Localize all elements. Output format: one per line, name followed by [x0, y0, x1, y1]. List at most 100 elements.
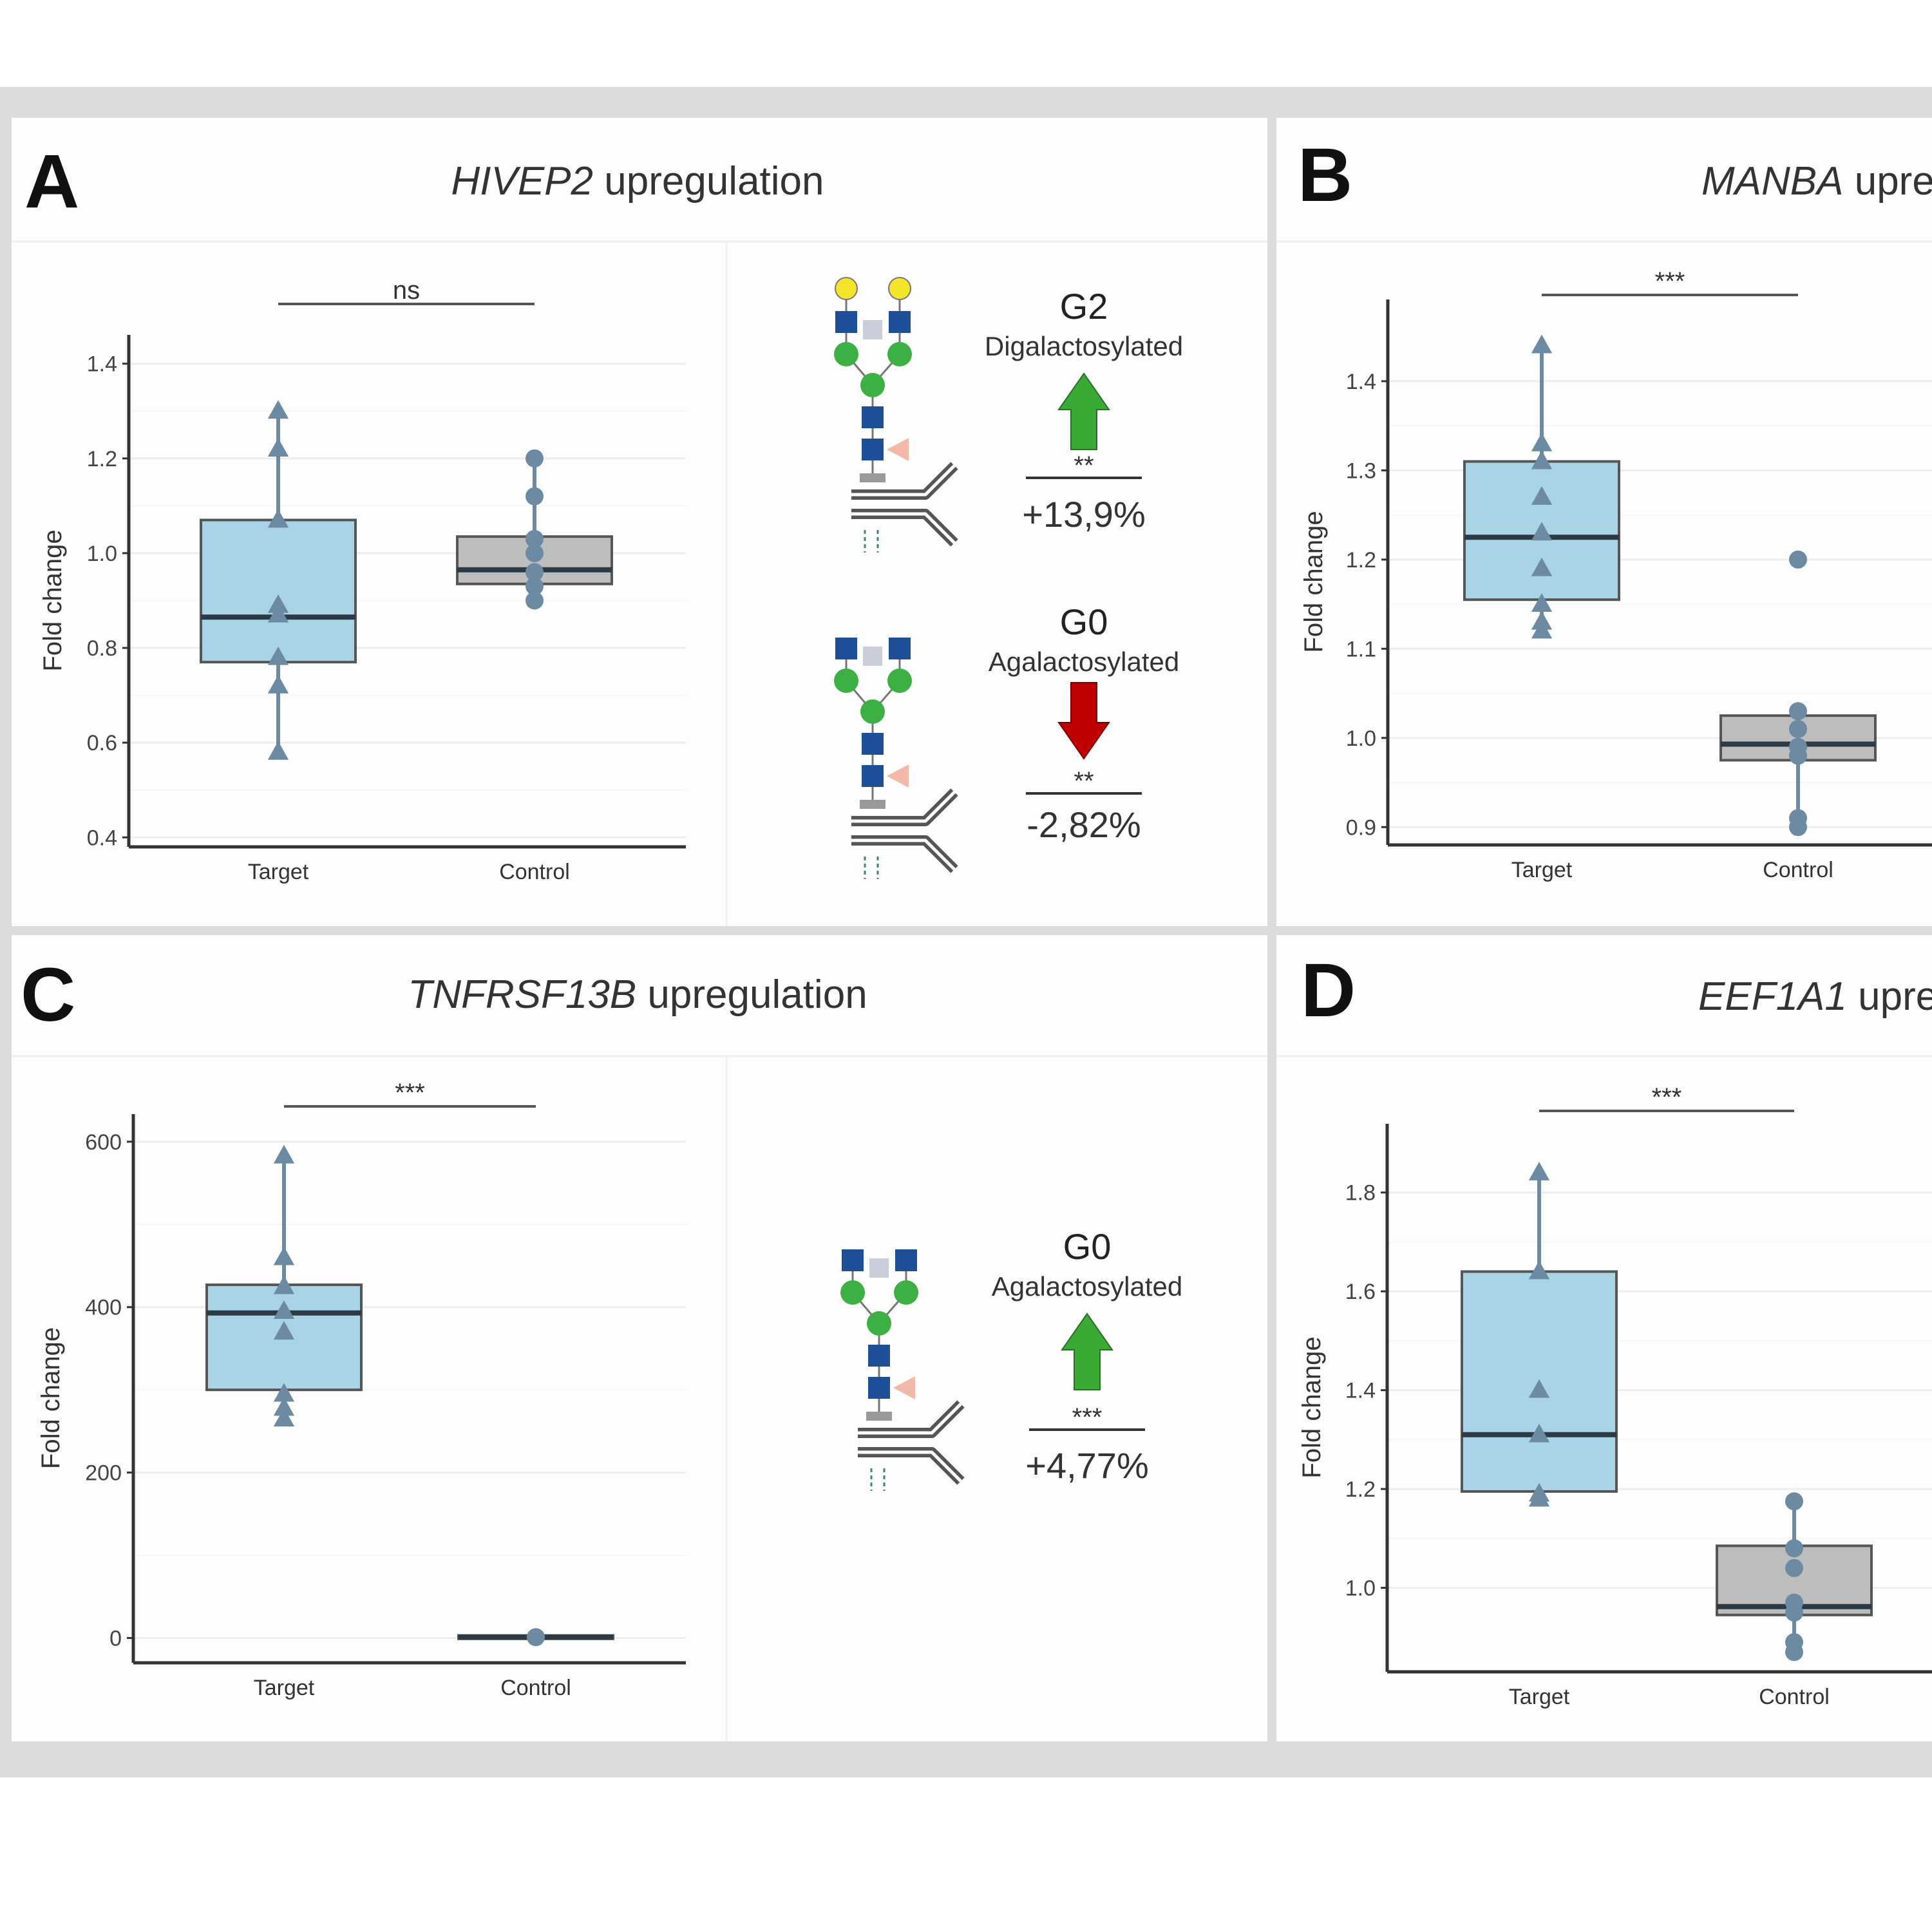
glycan-name: G0 [1063, 1226, 1112, 1267]
x-category-label: Control [499, 860, 570, 884]
panel-d-title-gene: EEF1A1 [1698, 974, 1847, 1019]
data-point-triangle [1531, 522, 1553, 541]
panel-b-title-rest: upre [1843, 159, 1932, 204]
glcnac-icon [835, 311, 857, 333]
glycan-significance-label: *** [1072, 1403, 1103, 1432]
data-point-triangle [273, 1321, 295, 1340]
panel-a-title: HIVEP2 upregulation [451, 159, 824, 204]
mannose-icon [894, 1280, 918, 1305]
data-point-triangle [267, 509, 289, 528]
y-axis-label: Fold change [39, 529, 67, 671]
data-point-triangle [1528, 1423, 1550, 1443]
data-point-triangle [1528, 1162, 1550, 1180]
bisecting-glcnac-icon [863, 320, 882, 339]
data-point-triangle [273, 1397, 295, 1416]
mannose-icon [834, 668, 858, 693]
data-point-triangle [1531, 557, 1553, 576]
significance-label: ns [393, 276, 420, 305]
arrow-up-icon [1061, 1312, 1113, 1390]
galactose-icon [835, 277, 858, 300]
chart-panel-b: 0.9 1.0 1.1 1.2 1.3 1.4 Fold change Target Contr… [1300, 267, 1932, 882]
glycan-g0-panel-a: G0 Agalactosylated ** -2,82% [834, 601, 1179, 879]
data-point-circle [526, 591, 544, 610]
glycan-g0-panel-c: G0 Agalactosylated *** +4,77% [840, 1226, 1182, 1491]
data-point-circle [526, 577, 544, 596]
glycan-g2-panel-a: G2 Digalactosylated ** +13,9% [834, 277, 1183, 553]
data-point-circle [526, 544, 544, 562]
data-point-circle [1789, 702, 1807, 721]
data-point-triangle [273, 1300, 295, 1320]
glycan-subtitle: Agalactosylated [992, 1271, 1183, 1302]
arrow-up-icon [1057, 372, 1110, 450]
glcnac-icon [868, 1377, 890, 1399]
y-tick-label: 1.2 [87, 447, 117, 471]
x-category-label: Control [1759, 1685, 1830, 1709]
mannose-icon [834, 342, 858, 366]
x-category-label: Target [1511, 858, 1573, 882]
data-point-circle [1785, 1593, 1803, 1612]
y-tick-label: 1.4 [87, 352, 117, 377]
y-tick-label: 1.0 [1346, 726, 1376, 751]
glycan-subtitle: Agalactosylated [989, 647, 1180, 677]
y-tick-label: 1.1 [1346, 637, 1376, 661]
y-tick-label: 1.8 [1345, 1181, 1376, 1206]
fucose-icon [887, 764, 909, 788]
data-point-triangle [273, 1275, 295, 1294]
glcnac-icon [842, 1249, 864, 1271]
antibody-highlight [858, 1450, 962, 1482]
panel-letter-c: C [21, 952, 75, 1037]
y-axis-label: Fold change [37, 1327, 65, 1469]
y-tick-label: 0.4 [87, 826, 117, 850]
data-point-triangle [1528, 1379, 1550, 1398]
data-point-circle [527, 1628, 545, 1647]
mannose-icon [887, 668, 912, 693]
chart-panel-a: 0.4 0.6 0.8 1.0 1.2 1.4 Fold change Target Contr… [39, 276, 686, 884]
panel-b-title: MANBA upre [1701, 159, 1932, 204]
significance-label: *** [1652, 1083, 1682, 1112]
mannose-icon [867, 1311, 891, 1336]
data-point-triangle [1531, 486, 1553, 505]
significance-label: *** [1655, 267, 1685, 296]
panel-c-title-gene: TNFRSF13B [408, 972, 636, 1017]
data-point-circle [1785, 1558, 1803, 1577]
x-category-label: Target [254, 1676, 315, 1700]
box [200, 518, 357, 664]
data-point-triangle [273, 1408, 295, 1427]
glycan-percent-change: -2,82% [1027, 804, 1141, 845]
mannose-icon [840, 1280, 865, 1305]
x-category-label: Target [1509, 1685, 1570, 1709]
y-tick-label: 1.4 [1346, 370, 1376, 394]
y-tick-label: 1.3 [1346, 459, 1376, 483]
data-point-circle [526, 487, 544, 506]
y-axis-label: Fold change [1298, 1336, 1326, 1478]
mannose-icon [860, 373, 885, 397]
x-category-label: Control [1763, 858, 1833, 882]
mannose-icon [860, 699, 885, 724]
data-point-circle [526, 529, 544, 548]
y-tick-label: 1.0 [1345, 1577, 1376, 1601]
data-point-triangle [273, 1246, 295, 1265]
data-point-triangle [1531, 593, 1553, 612]
data-point-circle [526, 563, 544, 582]
x-category-label: Control [500, 1676, 571, 1700]
glycan-significance-label: ** [1074, 451, 1094, 480]
glcnac-icon [862, 406, 884, 428]
data-point-circle [1789, 719, 1807, 738]
y-tick-label: 0 [109, 1626, 122, 1651]
asparagine-stub [860, 800, 886, 809]
antibody-highlight [851, 838, 956, 871]
fucose-icon [893, 1376, 915, 1399]
y-tick-label: 600 [85, 1130, 122, 1155]
data-point-triangle [273, 1383, 295, 1402]
y-tick-label: 1.0 [87, 542, 117, 566]
data-point-triangle [267, 674, 289, 694]
mannose-icon [887, 342, 912, 366]
panel-d-title: EEF1A1 upre [1698, 974, 1932, 1019]
y-tick-label: 400 [85, 1296, 122, 1320]
y-tick-label: 0.6 [87, 731, 117, 755]
bisecting-glcnac-icon [869, 1258, 889, 1278]
asparagine-stub [860, 473, 886, 482]
glcnac-icon [835, 638, 857, 659]
glcnac-icon [862, 765, 884, 787]
